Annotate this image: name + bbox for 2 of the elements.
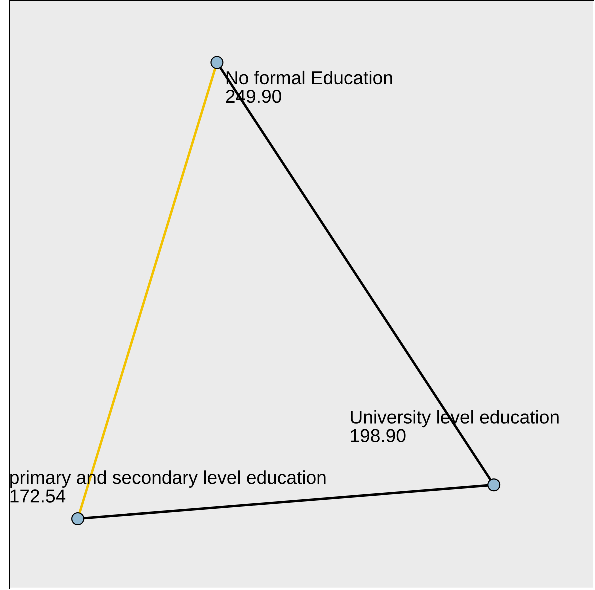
data-label: 172.54: [10, 490, 66, 503]
data-label: 198.90: [351, 429, 406, 443]
